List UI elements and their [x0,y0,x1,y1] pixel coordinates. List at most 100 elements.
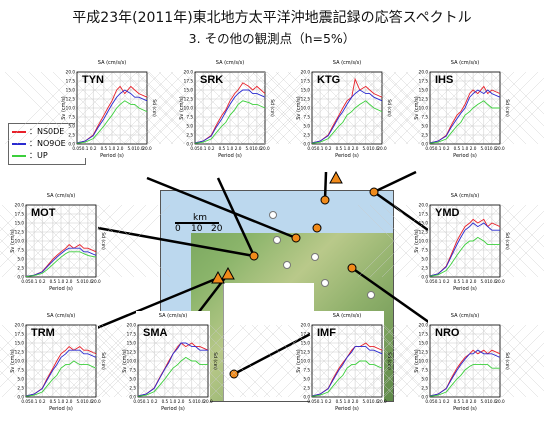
x-tick-label: 20.0 [495,279,505,284]
diag-line [347,71,421,145]
map-point [283,261,291,269]
y-tick-label: 15.0 [184,88,194,93]
diag-line [477,324,544,392]
y-tick-label: 17.5 [15,332,25,337]
x-axis-label: Period (s) [49,406,73,412]
series-line-up [25,360,97,397]
station-label: KTG [317,74,340,86]
series-line-no9oe [429,222,500,277]
x-tick-label: 0.1 [31,399,38,404]
x-tick-label: 0.05 [133,399,143,404]
sd-axis-label: Sd (cm) [504,99,510,117]
y-tick-label: 7.5 [421,368,428,373]
sa-axis-label: SA (cm/s/s) [47,313,75,319]
x-tick-label: 0.5 [162,399,169,404]
diag-line [97,204,171,278]
legend-item: ：NS0DE [12,126,82,138]
x-tick-label: 10.0 [369,146,379,151]
map-point [321,279,329,287]
station-label: TRM [31,327,55,339]
diag-line [477,71,544,139]
x-tick-label: 5.0 [76,279,83,284]
legend-swatch [12,143,26,145]
x-tick-label: 1.0 [344,146,351,151]
x-tick-label: 0.05 [190,146,200,151]
station-label: IMF [317,327,336,339]
y-tick-label: 0.0 [129,395,136,400]
diag-line [61,204,135,278]
y-tick-label: 17.5 [15,212,25,217]
station-marker-triangle [211,270,225,284]
x-tick-label: 2.0 [470,146,477,151]
y-axis-label: Sv (cm/s) [414,349,420,373]
diag-line [489,324,544,380]
sa-axis-label: SA (cm/s/s) [216,60,244,66]
series-line-no9oe [429,89,501,144]
y-tick-label: 10.0 [419,359,429,364]
diag-line [85,204,159,278]
sa-axis-label: SA (cm/s/s) [159,313,187,319]
x-tick-label: 0.05 [425,399,435,404]
legend-swatch [12,155,26,157]
diag-line [465,71,539,145]
x-tick-label: 2.0 [66,399,73,404]
series-line-no9oe [76,89,148,144]
y-tick-label: 5.0 [68,124,75,129]
x-tick-label: 0.05 [425,279,435,284]
diag-line [489,204,544,260]
sd-axis-label: Sd (cm) [100,232,106,250]
y-tick-label: 15.0 [15,221,25,226]
callout-line [233,328,319,376]
y-tick-label: 12.5 [127,350,137,355]
y-tick-label: 5.0 [17,257,24,262]
y-tick-label: 2.5 [186,133,193,138]
x-tick-label: 0.5 [336,399,343,404]
x-tick-label: 5.0 [480,399,487,404]
diag-line [359,324,433,398]
y-tick-label: 2.5 [129,386,136,391]
series-line-no9oe [194,89,266,144]
sd-axis-label: Sd (cm) [386,352,392,370]
y-tick-label: 17.5 [419,212,429,217]
station-label: YMD [435,207,460,219]
legend: ：NS0DE ：NO9OE ：UP [8,123,86,165]
callout-line [91,276,219,332]
series-line-ns0de [311,77,383,144]
series-line-no9oe [25,349,97,397]
callout-line [323,171,328,201]
y-tick-label: 10.0 [301,106,311,111]
x-tick-label: 0.1 [82,146,89,151]
station-marker-triangle [329,170,343,184]
y-tick-label: 0.0 [17,395,24,400]
x-tick-label: 0.1 [317,146,324,151]
map-point [269,211,277,219]
x-tick-label: 20.0 [377,399,387,404]
y-tick-label: 10.0 [184,106,194,111]
series-line-up [311,360,383,397]
x-tick-label: 0.5 [336,146,343,151]
x-tick-label: 0.5 [219,146,226,151]
series-line-no9oe [311,346,383,397]
map-point [367,291,375,299]
y-tick-label: 7.5 [303,368,310,373]
x-axis-label: Period (s) [453,286,477,292]
y-tick-label: 17.5 [127,332,137,337]
x-axis-label: Period (s) [453,153,477,159]
station-marker [369,187,379,197]
x-tick-label: 0.2 [443,399,450,404]
y-tick-label: 20.0 [184,70,194,75]
y-tick-label: 7.5 [421,115,428,120]
y-tick-label: 10.0 [127,359,137,364]
y-tick-label: 10.0 [419,106,429,111]
diag-line [73,324,147,398]
x-tick-label: 10.0 [487,399,497,404]
legend-swatch [12,131,26,133]
y-tick-label: 5.0 [421,124,428,129]
series-line-up [429,236,500,277]
y-tick-label: 5.0 [303,124,310,129]
x-tick-label: 0.05 [307,146,317,151]
